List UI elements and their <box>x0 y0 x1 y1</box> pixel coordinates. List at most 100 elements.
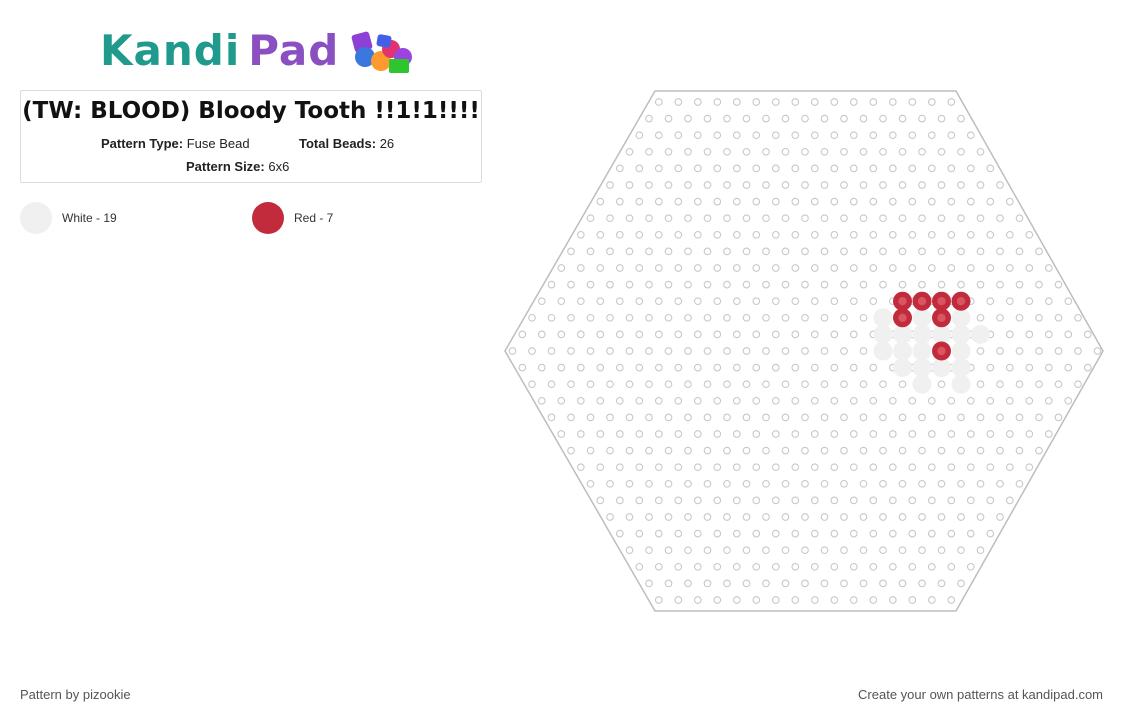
peg <box>664 446 673 455</box>
peg <box>703 347 712 355</box>
peg <box>986 230 995 239</box>
peg <box>713 330 722 339</box>
white-bead <box>873 324 893 344</box>
peg <box>879 413 887 422</box>
peg <box>674 463 683 472</box>
peg <box>1005 297 1014 306</box>
peg <box>947 396 956 405</box>
white-bead <box>912 358 932 378</box>
peg <box>801 479 809 488</box>
peg <box>908 596 917 604</box>
peg <box>723 380 731 389</box>
peg <box>1044 396 1053 405</box>
peg <box>684 280 692 289</box>
hexagon-pegboard[interactable] <box>500 85 1110 615</box>
total-beads-value: 26 <box>379 136 395 151</box>
peg <box>625 446 634 455</box>
peg <box>684 513 692 521</box>
peg <box>732 396 741 405</box>
peg <box>742 546 751 555</box>
peg <box>996 513 1004 521</box>
peg <box>645 579 653 588</box>
peg <box>703 280 712 289</box>
peg <box>898 280 907 289</box>
peg <box>771 363 780 372</box>
peg <box>762 347 770 355</box>
peg <box>742 413 751 422</box>
peg <box>859 347 868 355</box>
peg <box>937 214 946 223</box>
peg <box>830 164 839 173</box>
peg <box>576 430 585 438</box>
peg <box>908 197 917 206</box>
peg <box>966 463 975 472</box>
peg <box>791 297 800 306</box>
peg <box>615 396 624 405</box>
peg <box>830 430 839 438</box>
peg <box>752 264 761 272</box>
legend-item-white: White - 19 <box>20 202 117 234</box>
peg <box>586 214 595 223</box>
peg <box>654 562 663 571</box>
peg <box>879 579 887 588</box>
peg <box>840 446 848 455</box>
peg <box>528 380 536 389</box>
peg <box>723 114 731 123</box>
peg <box>869 98 878 106</box>
peg <box>732 164 741 173</box>
peg <box>1054 280 1063 289</box>
peg <box>654 297 663 306</box>
peg <box>859 214 868 223</box>
peg <box>918 479 926 488</box>
peg <box>615 463 624 472</box>
peg <box>840 181 848 189</box>
kandipad-logo[interactable]: Kandi Pad <box>100 26 425 76</box>
peg <box>888 264 897 272</box>
peg <box>898 546 907 555</box>
peg <box>723 181 731 189</box>
peg <box>927 596 936 604</box>
peg <box>596 496 605 505</box>
peg <box>713 596 722 604</box>
peg <box>723 214 731 223</box>
peg <box>693 197 702 206</box>
peg <box>586 446 595 455</box>
peg <box>840 147 848 156</box>
peg <box>762 579 770 588</box>
peg <box>1083 363 1092 372</box>
peg <box>654 230 663 239</box>
peg <box>801 181 809 189</box>
red-bead-hole <box>937 346 946 356</box>
peg <box>752 164 761 173</box>
peg <box>830 562 839 571</box>
peg <box>693 98 702 106</box>
peg <box>684 579 692 588</box>
peg <box>859 513 868 521</box>
peg <box>927 264 936 272</box>
white-bead <box>951 341 971 361</box>
peg <box>664 546 673 555</box>
peg <box>606 181 614 189</box>
peg <box>762 479 770 488</box>
peg <box>996 479 1004 488</box>
peg <box>752 529 761 538</box>
red-bead-hole <box>898 297 907 306</box>
peg <box>723 247 731 256</box>
peg <box>898 513 907 521</box>
peg <box>947 197 956 206</box>
peg <box>810 396 819 405</box>
peg <box>1015 446 1024 455</box>
peg <box>781 380 790 389</box>
peg <box>937 546 946 555</box>
pattern-size-value: 6x6 <box>268 159 290 174</box>
peg <box>966 230 975 239</box>
peg <box>976 280 985 289</box>
peg <box>537 297 546 306</box>
kandipad-promo-link[interactable]: Create your own patterns at kandipad.com <box>858 687 1103 702</box>
peg <box>625 147 634 156</box>
peg <box>771 297 780 306</box>
peg <box>869 463 878 472</box>
peg <box>635 330 644 339</box>
peg <box>713 430 722 438</box>
peg <box>645 479 653 488</box>
